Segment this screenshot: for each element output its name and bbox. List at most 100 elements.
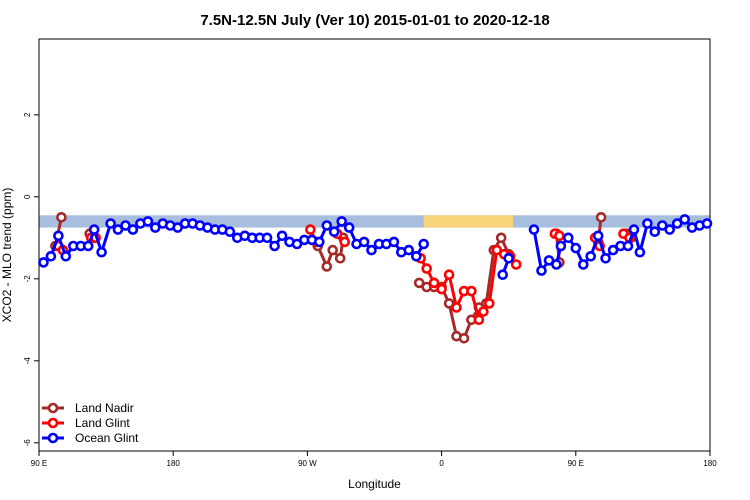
legend-item-ocean-glint: Ocean Glint xyxy=(42,431,139,445)
ocean-glint-point xyxy=(112,224,124,235)
ocean-glint-point xyxy=(142,216,154,227)
land-glint-point xyxy=(466,285,477,297)
land-glint-point xyxy=(510,259,522,270)
land-nadir-point xyxy=(458,332,470,344)
series-layer xyxy=(38,212,713,344)
series-land-nadir xyxy=(50,212,637,344)
ocean-glint-point xyxy=(328,226,340,237)
x-tick-label: 90 E xyxy=(568,459,584,468)
land-glint-point xyxy=(443,269,455,281)
ocean-glint-point xyxy=(38,257,49,268)
chart-title: 7.5N-12.5N July (Ver 10) 2015-01-01 to 2… xyxy=(200,12,549,29)
legend-swatch-marker xyxy=(47,402,59,414)
legend-swatch-marker xyxy=(47,417,59,429)
ocean-glint-point xyxy=(577,259,589,270)
ocean-glint-point xyxy=(497,269,509,281)
legend-label: Land Nadir xyxy=(75,401,134,415)
land-nadir-point xyxy=(321,261,333,272)
ocean-glint-point xyxy=(172,222,183,233)
land-nadir-point xyxy=(56,212,67,223)
ocean-glint-point xyxy=(269,240,280,252)
ocean-glint-point xyxy=(261,232,273,244)
ocean-glint-point xyxy=(562,232,574,244)
ocean-glint-point xyxy=(403,244,415,256)
ocean-glint-point xyxy=(388,236,400,248)
land-nadir-point xyxy=(413,277,425,289)
ocean-glint-point xyxy=(592,230,604,242)
y-tick-label: -4 xyxy=(23,357,32,365)
ocean-glint-point xyxy=(551,259,562,270)
series-land-glint xyxy=(53,224,635,326)
x-tick-label: 90 W xyxy=(298,459,317,468)
land-glint-point xyxy=(478,306,489,317)
land-nadir-point xyxy=(495,232,507,244)
ocean-glint-point xyxy=(600,252,611,264)
ocean-glint-point xyxy=(343,222,355,233)
ocean-glint-point xyxy=(53,230,64,242)
ocean-glint-point xyxy=(291,238,303,250)
ocean-glint-point xyxy=(336,216,348,227)
plot-frame xyxy=(38,38,711,452)
ocean-glint-point xyxy=(543,255,555,266)
x-tick-label: 0 xyxy=(439,459,444,468)
ocean-glint-point xyxy=(628,224,640,235)
y-tick-label: 2 xyxy=(23,112,32,117)
land-nadir-point xyxy=(327,244,339,256)
ocean-glint-point xyxy=(82,240,94,252)
ocean-glint-point xyxy=(88,224,100,235)
ocean-glint-point xyxy=(671,218,683,229)
x-tick-label: 90 E xyxy=(31,459,47,468)
ocean-glint-point xyxy=(45,250,57,262)
land-nadir-point xyxy=(595,212,607,223)
ocean-glint-point xyxy=(528,224,540,235)
ocean-glint-point xyxy=(642,218,653,229)
legend-swatch-marker xyxy=(47,432,59,444)
ocean-glint-point xyxy=(410,250,422,262)
ocean-glint-point xyxy=(664,224,676,235)
land-glint-point xyxy=(451,302,462,313)
ocean-glint-point xyxy=(503,252,515,264)
land-glint-point xyxy=(483,298,495,309)
x-axis-ticks: 90 E 180 90 W 0 90 E 180 xyxy=(31,451,717,468)
ocean-glint-point xyxy=(656,220,668,231)
legend-label: Land Glint xyxy=(75,416,130,430)
ocean-glint-point xyxy=(358,236,370,248)
land-glint-point xyxy=(339,236,351,248)
ocean-glint-point xyxy=(570,242,582,254)
y-tick-label: -6 xyxy=(23,439,32,447)
ocean-glint-point xyxy=(536,265,547,276)
ocean-glint-point xyxy=(150,222,161,233)
ocean-glint-point xyxy=(127,224,139,235)
series-ocean-glint xyxy=(38,214,713,281)
y-tick-label: 0 xyxy=(23,194,32,199)
ocean-glint-point xyxy=(96,246,107,258)
ocean-glint-point xyxy=(701,218,713,229)
land-nadir-point xyxy=(334,252,346,264)
ocean-glint-point xyxy=(622,240,634,252)
y-axis-label: XCO2 - MLO trend (ppm) xyxy=(0,188,14,323)
x-tick-label: 180 xyxy=(703,459,717,468)
land-glint-point xyxy=(554,230,565,242)
x-tick-label: 180 xyxy=(167,459,181,468)
ocean-glint-point xyxy=(634,246,646,258)
land-nadir-point xyxy=(443,298,455,309)
ocean-glint-point xyxy=(418,238,430,250)
ocean-glint-point xyxy=(313,236,325,248)
legend-item-land-glint: Land Glint xyxy=(42,416,130,430)
land-glint-point xyxy=(473,314,485,326)
ocean-glint-point xyxy=(555,240,567,252)
ocean-glint-point xyxy=(105,218,116,229)
y-axis-ticks: -6 -4 -2 0 2 xyxy=(23,112,39,446)
ocean-glint-point xyxy=(607,244,619,256)
land-glint-point xyxy=(428,277,440,289)
legend-label: Ocean Glint xyxy=(75,431,139,445)
ocean-glint-point xyxy=(120,220,131,231)
land-glint-point xyxy=(436,283,447,295)
land-band xyxy=(423,215,514,228)
ocean-glint-point xyxy=(679,214,691,225)
land-glint-point xyxy=(305,224,316,235)
land-glint-point xyxy=(491,244,503,256)
ocean-glint-point xyxy=(366,244,377,256)
